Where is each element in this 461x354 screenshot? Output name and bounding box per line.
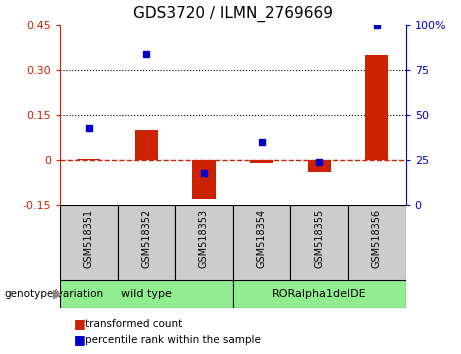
Text: RORalpha1delDE: RORalpha1delDE xyxy=(272,289,366,299)
Text: transformed count: transformed count xyxy=(85,319,183,329)
Bar xyxy=(233,280,406,308)
Bar xyxy=(365,55,388,160)
Text: genotype/variation: genotype/variation xyxy=(5,289,104,299)
Text: ■: ■ xyxy=(74,318,85,330)
Text: GSM518353: GSM518353 xyxy=(199,209,209,268)
Bar xyxy=(193,160,216,199)
Bar xyxy=(60,205,118,280)
Text: ■: ■ xyxy=(74,333,85,346)
Bar xyxy=(118,205,175,280)
Bar xyxy=(250,160,273,162)
Title: GDS3720 / ILMN_2769669: GDS3720 / ILMN_2769669 xyxy=(133,6,333,22)
Text: wild type: wild type xyxy=(121,289,172,299)
Bar xyxy=(308,160,331,172)
Text: percentile rank within the sample: percentile rank within the sample xyxy=(85,335,261,345)
Bar xyxy=(175,205,233,280)
Bar xyxy=(348,205,406,280)
Bar xyxy=(233,205,290,280)
Text: GSM518352: GSM518352 xyxy=(142,209,151,268)
Text: GSM518351: GSM518351 xyxy=(84,209,94,268)
Bar xyxy=(135,130,158,160)
Text: GSM518355: GSM518355 xyxy=(314,209,324,268)
Bar xyxy=(60,280,233,308)
Text: ▶: ▶ xyxy=(53,287,63,300)
Bar xyxy=(77,159,100,160)
Text: GSM518354: GSM518354 xyxy=(257,209,266,268)
Text: GSM518356: GSM518356 xyxy=(372,209,382,268)
Bar xyxy=(290,205,348,280)
